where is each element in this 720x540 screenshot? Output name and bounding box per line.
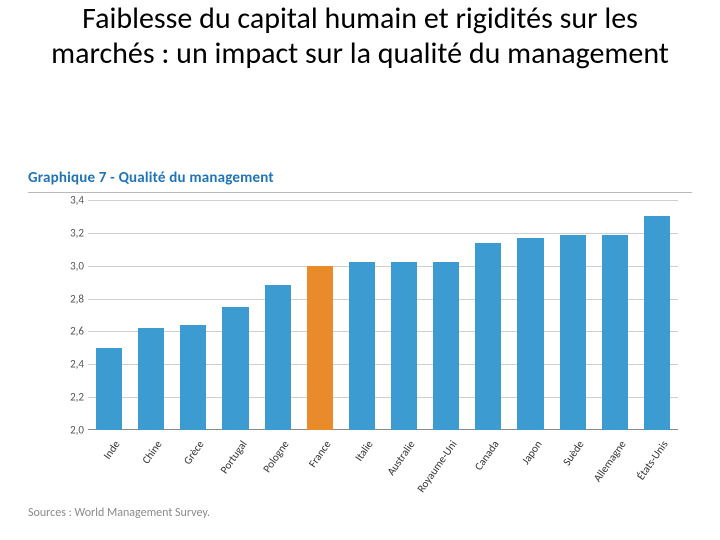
x-tick-label: France: [306, 438, 334, 470]
chart-separator: [28, 192, 692, 193]
bar: [307, 266, 333, 430]
chart-area: 2,02,22,42,62,83,03,23,4IndeChineGrècePo…: [58, 200, 678, 430]
bar: [391, 262, 417, 430]
bar: [180, 325, 206, 430]
y-tick-label: 3,4: [54, 194, 84, 207]
bar: [138, 328, 164, 430]
x-tick-label: Canada: [472, 438, 502, 473]
bar: [222, 307, 248, 430]
x-tick-label: Italie: [352, 438, 375, 464]
x-tick-label: Portugal: [217, 438, 249, 476]
x-tick-label: Inde: [101, 438, 123, 462]
y-tick-label: 2,4: [54, 358, 84, 371]
bar: [349, 262, 375, 430]
bar: [96, 348, 122, 430]
bar: [433, 262, 459, 430]
y-tick-label: 2,8: [54, 292, 84, 305]
y-tick-label: 2,6: [54, 325, 84, 338]
gridline: [88, 331, 678, 332]
gridline: [88, 233, 678, 234]
gridline: [88, 200, 678, 201]
slide-title: Faiblesse du capital humain et rigidités…: [30, 2, 690, 71]
y-tick-label: 2,2: [54, 391, 84, 404]
y-tick-label: 3,2: [54, 226, 84, 239]
bar: [517, 238, 543, 430]
x-tick-label: Pologne: [260, 438, 291, 475]
plot-area: 2,02,22,42,62,83,03,23,4IndeChineGrècePo…: [88, 200, 678, 430]
x-tick-label: Grèce: [181, 438, 207, 467]
bar: [475, 243, 501, 430]
y-tick-label: 2,0: [54, 424, 84, 437]
x-tick-label: Royaume-Uni: [415, 438, 460, 495]
x-tick-label: États-Unis: [634, 438, 670, 482]
slide: Faiblesse du capital humain et rigidités…: [0, 0, 720, 540]
gridline: [88, 397, 678, 398]
x-tick-label: Australie: [384, 438, 417, 478]
chart-label: Graphique 7 - Qualité du management: [28, 169, 274, 187]
bar: [265, 285, 291, 430]
x-tick-label: Suède: [560, 438, 586, 468]
bar: [602, 235, 628, 431]
gridline: [88, 364, 678, 365]
y-tick-label: 3,0: [54, 259, 84, 272]
bar: [560, 235, 586, 431]
gridline: [88, 266, 678, 267]
bar: [644, 216, 670, 430]
gridline: [88, 299, 678, 300]
x-tick-label: Japon: [519, 438, 545, 467]
source-label: Sources : World Management Survey.: [28, 506, 210, 520]
x-tick-label: Chine: [140, 438, 165, 466]
x-tick-label: Allemagne: [591, 438, 629, 484]
x-axis-line: [88, 429, 678, 430]
